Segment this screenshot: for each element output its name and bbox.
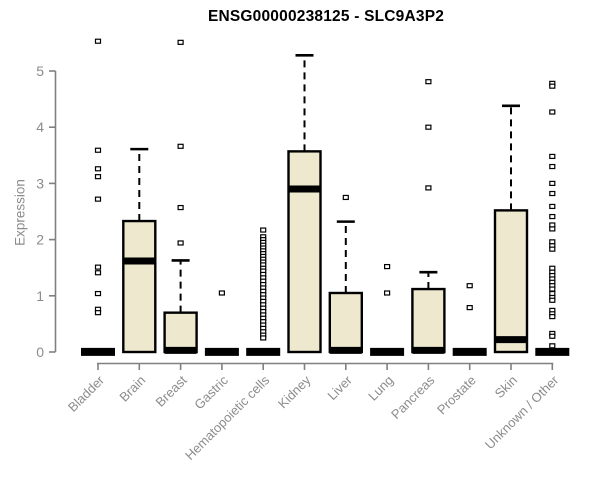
outlier-point xyxy=(549,190,556,197)
outlier-point xyxy=(94,196,102,202)
iqr-box xyxy=(328,291,363,354)
box-bladder xyxy=(81,38,115,356)
collapsed-box-bar xyxy=(204,347,239,356)
y-tick-label: 4 xyxy=(36,119,44,135)
outlier-point xyxy=(342,194,349,201)
x-tick-label: Brain xyxy=(116,373,148,405)
box-unknown-other xyxy=(535,80,570,356)
outlier-point xyxy=(549,213,556,220)
iqr-box xyxy=(163,311,198,354)
outlier-point xyxy=(466,305,473,311)
box-gastric xyxy=(204,290,239,356)
x-tick-label: Skin xyxy=(492,373,520,401)
x-tick-label: Pancreas xyxy=(388,372,438,422)
iqr-box xyxy=(493,209,529,354)
iqr-box xyxy=(411,287,446,354)
outlier-point xyxy=(549,226,556,232)
x-tick-label: Lung xyxy=(365,373,396,404)
outlier-point xyxy=(425,79,432,85)
outlier-point xyxy=(94,310,102,316)
x-tick-label: Gastric xyxy=(191,372,231,412)
y-tick-label: 5 xyxy=(36,63,44,79)
outlier-point xyxy=(177,204,184,211)
outlier-point xyxy=(466,283,473,289)
box-skin xyxy=(493,104,529,354)
outlier-point xyxy=(549,83,556,89)
outlier-point xyxy=(549,246,556,252)
iqr-box xyxy=(287,150,322,354)
box-lung xyxy=(370,263,405,356)
y-tick-label: 3 xyxy=(36,175,44,191)
outlier-point xyxy=(549,333,556,339)
chart-title: ENSG00000238125 - SLC9A3P2 xyxy=(207,8,445,25)
outlier-point xyxy=(94,270,102,276)
y-tick-label: 2 xyxy=(36,232,44,248)
outlier-point xyxy=(218,290,225,296)
outlier-point xyxy=(260,227,267,233)
box-brain xyxy=(122,147,157,354)
outlier-point xyxy=(425,124,432,130)
outlier-point xyxy=(384,290,391,296)
outlier-point xyxy=(549,163,556,170)
outlier-point xyxy=(549,203,556,210)
y-tick-label: 0 xyxy=(36,344,44,360)
collapsed-box-bar xyxy=(370,347,405,356)
x-tick-label: Unknown / Other xyxy=(482,372,562,452)
collapsed-box-bar xyxy=(535,347,570,356)
outlier-point xyxy=(177,143,184,149)
box-breast xyxy=(163,39,198,354)
outlier-point xyxy=(94,166,102,172)
box-hematopoietic-cells xyxy=(246,227,281,356)
outlier-point xyxy=(94,147,102,153)
outlier-point xyxy=(549,313,556,320)
y-axis-label: Expression xyxy=(12,179,28,246)
collapsed-box-bar xyxy=(81,347,115,356)
outlier-point xyxy=(94,174,102,180)
outlier-point xyxy=(177,39,184,45)
outlier-point xyxy=(260,335,267,341)
outlier-point xyxy=(94,290,102,297)
outlier-point xyxy=(425,185,432,191)
outlier-point xyxy=(549,343,556,349)
collapsed-box-bar xyxy=(452,347,487,356)
outlier-point xyxy=(549,286,556,292)
box-prostate xyxy=(452,283,487,356)
outlier-point xyxy=(549,153,556,160)
x-tick-label: Prostate xyxy=(434,373,479,418)
outlier-point xyxy=(549,109,556,115)
x-tick-label: Liver xyxy=(324,372,355,403)
x-tick-label: Kidney xyxy=(275,372,314,411)
y-tick-label: 1 xyxy=(36,288,44,304)
outlier-point xyxy=(94,264,102,270)
x-tick-label: Breast xyxy=(153,372,190,409)
iqr-box xyxy=(122,219,157,354)
collapsed-box-bar xyxy=(246,347,281,356)
box-liver xyxy=(328,194,363,354)
outlier-point xyxy=(384,263,391,270)
outlier-point xyxy=(549,180,556,186)
outlier-point xyxy=(549,297,556,303)
box-pancreas xyxy=(411,79,446,354)
outlier-point xyxy=(177,240,184,246)
box-kidney xyxy=(287,53,322,354)
x-tick-label: Bladder xyxy=(65,372,108,415)
outlier-point xyxy=(94,38,102,44)
